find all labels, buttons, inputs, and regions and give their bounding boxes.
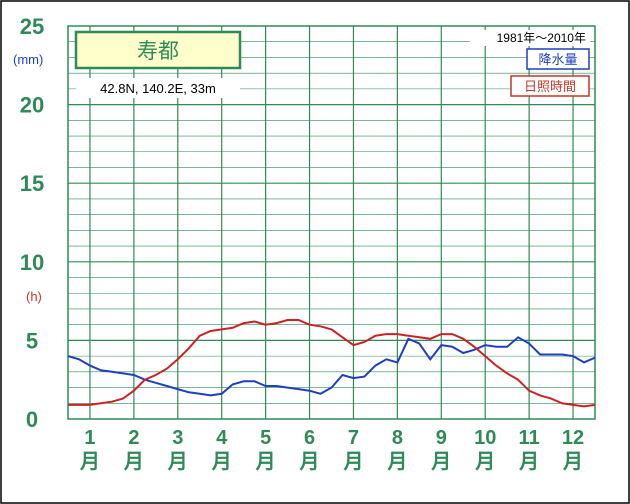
plot-area-border	[67, 25, 596, 420]
x-tick-label: 4	[216, 427, 228, 449]
x-tick-label-suffix: 月	[386, 451, 407, 473]
x-tick-label: 11	[519, 427, 540, 449]
period-box	[470, 30, 590, 46]
x-tick-label: 10	[474, 427, 496, 449]
x-tick-label-suffix: 月	[430, 451, 451, 473]
series-line-sunshine	[68, 319, 596, 408]
x-tick-label: 1	[84, 427, 95, 449]
series-line-precipitation	[67, 336, 596, 397]
x-tick-label: 7	[348, 427, 359, 449]
x-tick-label-suffix: 月	[562, 451, 583, 473]
x-tick-label-suffix: 月	[123, 451, 144, 473]
x-tick-label: 2	[128, 427, 139, 449]
x-tick-label-suffix: 月	[299, 451, 320, 473]
y-tick-label: 25	[20, 14, 44, 39]
period-label: 1981年～2010年	[497, 31, 586, 45]
y-tick-label: 10	[20, 250, 44, 275]
x-tick-label-suffix: 月	[79, 451, 100, 473]
y-tick-label: 5	[26, 328, 38, 353]
x-tick-label-suffix: 月	[474, 451, 495, 473]
x-tick-label-suffix: 月	[342, 451, 363, 473]
station-name-box	[74, 30, 242, 70]
legend-precipitation: 降水量	[538, 52, 577, 67]
y-unit-left-label: (mm)	[13, 52, 43, 67]
x-tick-label: 8	[392, 427, 403, 449]
y-unit-right-label: (h)	[26, 289, 42, 304]
legend-sunshine: 日照時間	[524, 79, 576, 94]
y-tick-label: 0	[26, 407, 38, 432]
x-tick-label-suffix: 月	[255, 451, 276, 473]
x-tick-label-suffix: 月	[518, 451, 539, 473]
x-tick-label: 9	[436, 427, 447, 449]
y-tick-label: 15	[20, 171, 44, 196]
station-name: 寿都	[137, 40, 179, 63]
legend-sunshine-box	[510, 75, 590, 97]
legend-precipitation-box	[526, 48, 590, 70]
x-tick-label: 6	[304, 427, 315, 449]
x-tick-label: 3	[172, 427, 183, 449]
x-tick-label: 5	[260, 427, 271, 449]
x-tick-label-suffix: 月	[167, 451, 188, 473]
x-tick-label-suffix: 月	[211, 451, 232, 473]
x-tick-label: 12	[562, 427, 584, 449]
series-lines	[67, 319, 596, 408]
y-axis-ticks: 0 5 10 15 20 25	[20, 14, 44, 432]
station-coordinates: 42.8N, 140.2E, 33m	[100, 81, 216, 96]
y-tick-label: 20	[20, 93, 44, 118]
coordinates-box	[76, 78, 240, 98]
